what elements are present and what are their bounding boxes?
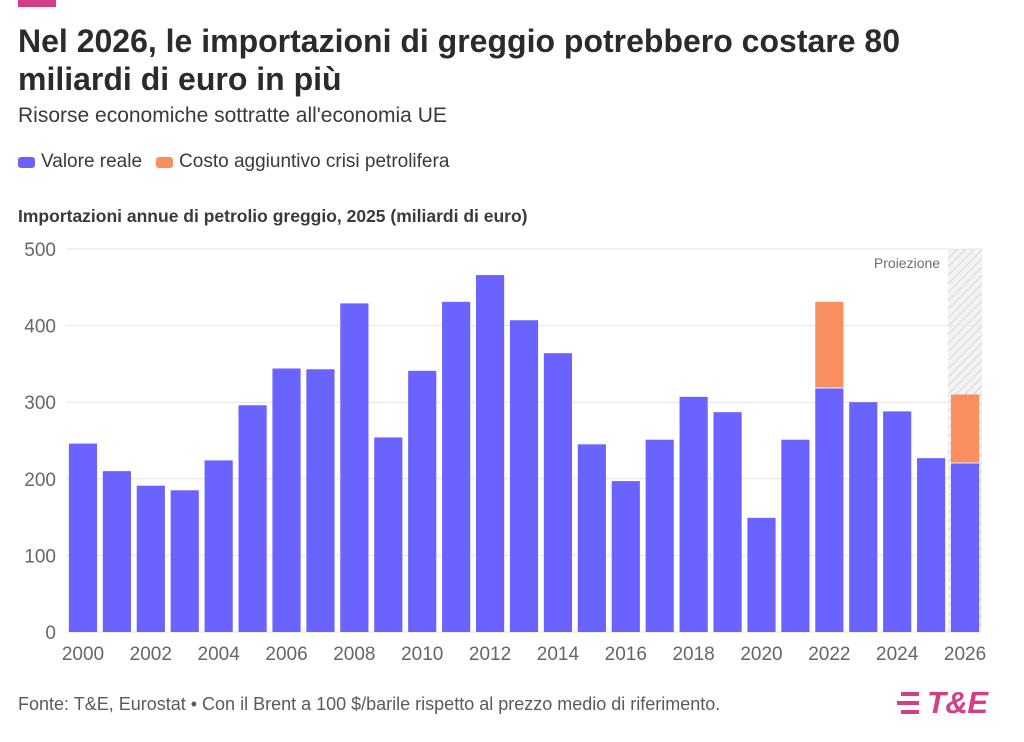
y-tick-label-400: 400 xyxy=(24,317,56,338)
bar-valore-reale-2003 xyxy=(170,490,199,632)
bar-valore-reale-2013 xyxy=(509,320,539,632)
bar-valore-reale-2006 xyxy=(272,368,301,632)
legend-swatch-costo-aggiuntivo xyxy=(156,156,174,168)
bar-valore-reale-2001 xyxy=(102,471,131,632)
bar-valore-reale-2008 xyxy=(340,303,369,632)
x-tick-label-2014: 2014 xyxy=(537,644,580,665)
bar-costo-aggiuntivo-2022 xyxy=(815,301,844,388)
x-tick-label-2026: 2026 xyxy=(944,644,986,665)
logo-text: T&E xyxy=(927,685,988,720)
bar-valore-reale-2019 xyxy=(713,412,742,632)
bar-valore-reale-2012 xyxy=(475,275,505,632)
bar-valore-reale-2011 xyxy=(442,301,471,632)
bar-valore-reale-2024 xyxy=(883,411,912,632)
y-tick-label-300: 300 xyxy=(24,393,56,414)
x-tick-label-2006: 2006 xyxy=(265,644,307,665)
bar-valore-reale-2009 xyxy=(374,437,403,632)
projection-label: Proiezione xyxy=(874,255,940,271)
bar-valore-reale-2017 xyxy=(645,439,674,632)
legend: Valore reale Costo aggiuntivo crisi petr… xyxy=(18,151,463,173)
x-tick-label-2016: 2016 xyxy=(605,644,647,665)
x-tick-label-2024: 2024 xyxy=(876,644,919,665)
x-tick-label-2000: 2000 xyxy=(62,644,104,665)
bar-valore-reale-2014 xyxy=(543,353,573,632)
x-tick-label-2010: 2010 xyxy=(401,644,443,665)
x-tick-label-2020: 2020 xyxy=(740,644,782,665)
x-tick-label-2002: 2002 xyxy=(130,644,172,665)
bar-valore-reale-2004 xyxy=(204,460,233,632)
bar-valore-reale-2002 xyxy=(136,485,165,632)
legend-item-valore-reale: Valore reale xyxy=(18,151,142,173)
legend-swatch-valore-reale xyxy=(18,156,35,168)
bar-valore-reale-2022 xyxy=(815,388,844,632)
bar-valore-reale-2016 xyxy=(611,481,640,632)
footer-source: Fonte: T&E, Eurostat • Con il Brent a 10… xyxy=(18,694,721,714)
bar-valore-reale-2005 xyxy=(238,405,267,632)
legend-label-costo-aggiuntivo: Costo aggiuntivo crisi petrolifera xyxy=(179,151,450,172)
bar-valore-reale-2023 xyxy=(849,402,878,632)
chart-title: Nel 2026, le importazioni di greggio pot… xyxy=(18,23,900,97)
logo-stripes-icon xyxy=(897,692,919,714)
top-accent-bar xyxy=(18,0,56,7)
te-logo: T&E xyxy=(897,685,1009,721)
x-tick-label-2004: 2004 xyxy=(198,644,241,665)
bar-valore-reale-2018 xyxy=(679,396,708,632)
bar-valore-reale-2010 xyxy=(408,370,437,632)
x-tick-label-2022: 2022 xyxy=(808,644,850,665)
legend-label-valore-reale: Valore reale xyxy=(41,151,143,172)
x-tick-label-2018: 2018 xyxy=(672,644,714,665)
bar-valore-reale-2020 xyxy=(747,517,776,632)
chart-subtitle: Risorse economiche sottratte all'economi… xyxy=(18,104,447,127)
chart-heading: Importazioni annue di petrolio greggio, … xyxy=(18,206,528,226)
legend-item-costo-aggiuntivo: Costo aggiuntivo crisi petrolifera xyxy=(156,151,449,173)
bar-chart: Proiezione 0 100 200 300 400 500 2000 2002 2004… xyxy=(24,240,986,665)
y-tick-label-500: 500 xyxy=(24,240,56,261)
bar-valore-reale-2021 xyxy=(781,439,810,632)
bar-valore-reale-2025 xyxy=(917,458,946,632)
bar-valore-reale-2000 xyxy=(68,443,98,632)
bar-valore-reale-2015 xyxy=(577,444,606,632)
x-tick-label-2012: 2012 xyxy=(469,644,511,665)
y-tick-label-100: 100 xyxy=(24,546,56,567)
x-tick-label-2008: 2008 xyxy=(333,644,375,665)
bar-costo-aggiuntivo-2026 xyxy=(950,394,980,463)
y-tick-label-0: 0 xyxy=(45,623,56,644)
bar-valore-reale-2026 xyxy=(950,463,980,632)
y-tick-label-200: 200 xyxy=(24,470,56,491)
bar-valore-reale-2007 xyxy=(306,369,335,632)
